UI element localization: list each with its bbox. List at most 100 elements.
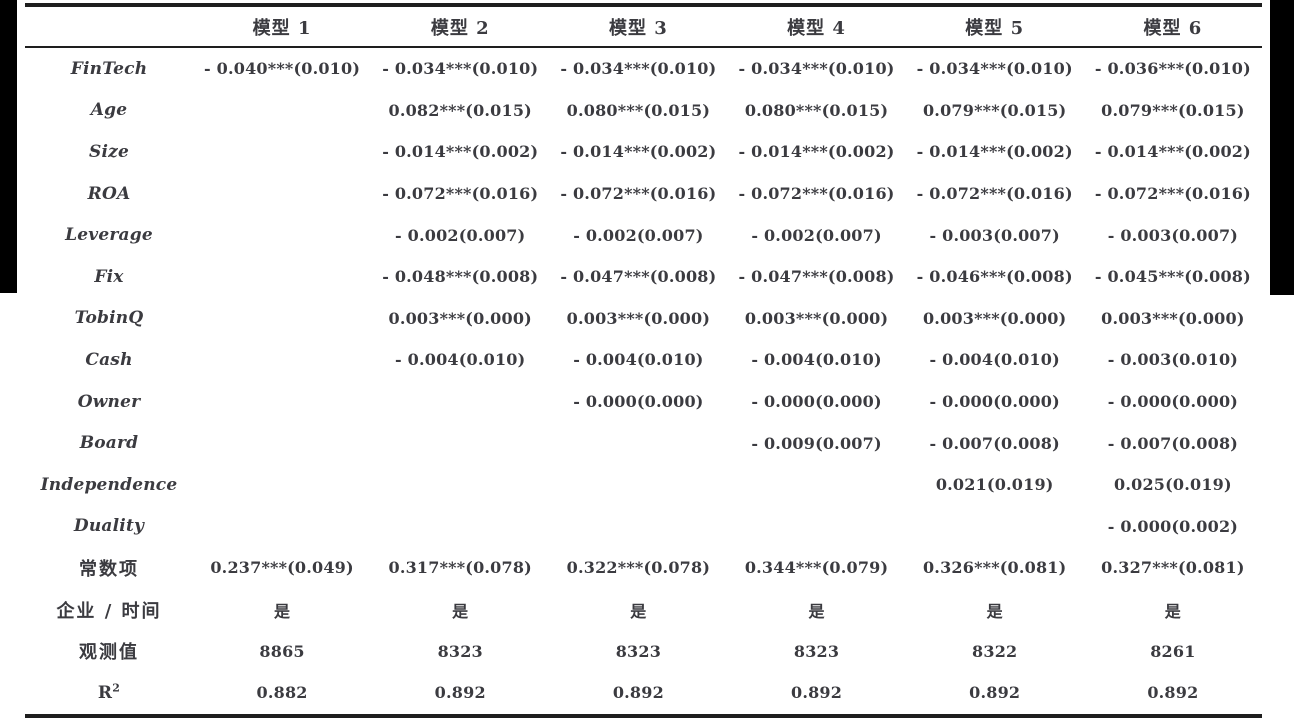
cell-value: - 0.014***(0.002) bbox=[382, 142, 539, 162]
row-label: Cash bbox=[85, 349, 133, 370]
cell-value bbox=[193, 298, 371, 340]
cell-value: 0.327***(0.081) bbox=[1101, 558, 1245, 578]
row-label: 观测值 bbox=[79, 642, 139, 664]
cell-value bbox=[193, 173, 371, 215]
cell-value bbox=[193, 464, 371, 506]
cell-value: - 0.000(0.000) bbox=[929, 392, 1060, 412]
column-header-model-2: 模型 2 bbox=[371, 5, 550, 48]
superscript: 2 bbox=[112, 681, 121, 695]
cell-value: 0.237***(0.049) bbox=[210, 558, 354, 578]
table-row: FinTech - 0.040***(0.010) - 0.034***(0.010… bbox=[25, 47, 1262, 90]
row-label: R2 bbox=[97, 681, 121, 703]
table-row: TobinQ 0.003***(0.000) 0.003***(0.000) 0.00… bbox=[25, 298, 1262, 340]
table-row: Owner - 0.000(0.000) - 0.000(0.000) - 0.000… bbox=[25, 381, 1262, 423]
row-label: Fix bbox=[94, 266, 124, 287]
column-header-model-4: 模型 4 bbox=[727, 5, 906, 48]
cell-value: 0.322***(0.078) bbox=[566, 558, 711, 578]
cell-value: - 0.002(0.007) bbox=[395, 225, 526, 245]
table-row: Size - 0.014***(0.002) - 0.014***(0.002) - … bbox=[25, 131, 1262, 173]
cell-value: - 0.000(0.002) bbox=[1107, 516, 1239, 536]
cell-value: 0.079***(0.015) bbox=[922, 100, 1067, 120]
cell-value bbox=[193, 90, 371, 132]
cell-value: - 0.034***(0.010) bbox=[916, 59, 1073, 79]
table-row: 企业 / 时间 是 是 是 是 是 是 bbox=[25, 589, 1262, 631]
cell-value: 0.021(0.019) bbox=[935, 475, 1054, 495]
table-row: Duality - 0.000(0.002) bbox=[25, 506, 1262, 548]
cell-value: 0.344***(0.079) bbox=[744, 558, 889, 578]
table-row: ROA - 0.072***(0.016) - 0.072***(0.016) - 0… bbox=[25, 173, 1262, 215]
row-label: 常数项 bbox=[79, 558, 139, 580]
table-row: 常数项 0.237***(0.049) 0.317***(0.078) 0.322**… bbox=[25, 547, 1262, 589]
row-label: Size bbox=[88, 141, 129, 162]
row-label: Duality bbox=[73, 516, 145, 537]
row-label: Board bbox=[79, 433, 139, 454]
cell-value: - 0.034***(0.010) bbox=[382, 59, 539, 79]
cell-value bbox=[193, 506, 371, 548]
corner-cell bbox=[25, 5, 193, 48]
cell-value bbox=[906, 506, 1084, 548]
cell-value: 是 bbox=[1164, 601, 1181, 621]
cell-value: 0.080***(0.015) bbox=[566, 100, 711, 120]
cell-value bbox=[371, 506, 549, 548]
cell-value bbox=[193, 131, 371, 173]
row-label: Age bbox=[90, 100, 128, 121]
cell-value: - 0.034***(0.010) bbox=[738, 59, 895, 79]
cell-value bbox=[549, 506, 727, 548]
cell-value: - 0.072***(0.016) bbox=[916, 184, 1073, 204]
cell-value: - 0.072***(0.016) bbox=[382, 184, 539, 204]
column-header-model-5: 模型 5 bbox=[905, 5, 1084, 48]
table-row: R2 0.882 0.892 0.892 0.892 0.892 0.892 bbox=[25, 672, 1262, 716]
cell-value: - 0.014***(0.002) bbox=[560, 142, 717, 162]
cell-value: 0.082***(0.015) bbox=[388, 100, 532, 120]
cell-value bbox=[193, 256, 371, 298]
row-label: Leverage bbox=[65, 225, 153, 246]
cell-value: 0.892 bbox=[612, 683, 664, 703]
cell-value: - 0.007(0.008) bbox=[929, 433, 1060, 453]
cell-value: - 0.040***(0.010) bbox=[204, 59, 361, 79]
row-label: 企业 / 时间 bbox=[56, 600, 162, 622]
cell-value: - 0.034***(0.010) bbox=[560, 59, 717, 79]
cell-value: - 0.014***(0.002) bbox=[738, 142, 895, 162]
cell-value: - 0.004(0.010) bbox=[395, 350, 526, 370]
cell-value: 0.317***(0.078) bbox=[388, 558, 532, 578]
cell-value bbox=[193, 422, 371, 464]
row-label: FinTech bbox=[70, 58, 148, 79]
cell-value: - 0.047***(0.008) bbox=[738, 267, 895, 287]
cell-value: 8323 bbox=[793, 641, 840, 661]
cell-value bbox=[193, 339, 371, 381]
cell-value: 0.892 bbox=[1147, 683, 1199, 703]
row-label: Independence bbox=[40, 474, 178, 495]
cell-value: - 0.004(0.010) bbox=[751, 350, 882, 370]
column-header-model-6: 模型 6 bbox=[1083, 5, 1262, 48]
regression-results-table: 模型 1 模型 2 模型 3 模型 4 模型 5 模型 6 FinTech - 0.040*… bbox=[25, 3, 1262, 718]
cell-value: 8322 bbox=[972, 641, 1018, 661]
cell-value: 是 bbox=[630, 601, 647, 621]
cell-value: - 0.036***(0.010) bbox=[1094, 59, 1251, 79]
scan-artifact-right-bar bbox=[1270, 0, 1294, 295]
column-header-model-1: 模型 1 bbox=[193, 5, 372, 48]
cell-value: - 0.047***(0.008) bbox=[560, 267, 717, 287]
cell-value: - 0.003(0.007) bbox=[1107, 225, 1239, 245]
cell-value bbox=[727, 506, 905, 548]
cell-value: - 0.002(0.007) bbox=[751, 225, 882, 245]
cell-value: - 0.046***(0.008) bbox=[916, 267, 1073, 287]
cell-value: - 0.072***(0.016) bbox=[738, 184, 895, 204]
cell-value: 8865 bbox=[259, 641, 305, 661]
row-label: Owner bbox=[77, 391, 141, 412]
cell-value: 是 bbox=[273, 601, 291, 621]
cell-value bbox=[549, 464, 727, 506]
cell-value: 0.003***(0.000) bbox=[1101, 308, 1245, 328]
cell-value bbox=[549, 422, 727, 464]
table-row: Board - 0.009(0.007) - 0.007(0.008) - 0.007… bbox=[25, 422, 1262, 464]
table-header-row: 模型 1 模型 2 模型 3 模型 4 模型 5 模型 6 bbox=[25, 5, 1262, 48]
scan-artifact-left-bar bbox=[0, 0, 17, 293]
cell-value: 0.892 bbox=[969, 683, 1021, 703]
cell-value: 0.892 bbox=[790, 683, 843, 703]
cell-value: 0.326***(0.081) bbox=[922, 558, 1067, 578]
cell-value: 8323 bbox=[437, 641, 483, 661]
cell-value: - 0.014***(0.002) bbox=[916, 142, 1073, 162]
cell-value: 0.079***(0.015) bbox=[1101, 100, 1245, 120]
cell-value: - 0.003(0.007) bbox=[929, 225, 1060, 245]
cell-value bbox=[727, 464, 905, 506]
